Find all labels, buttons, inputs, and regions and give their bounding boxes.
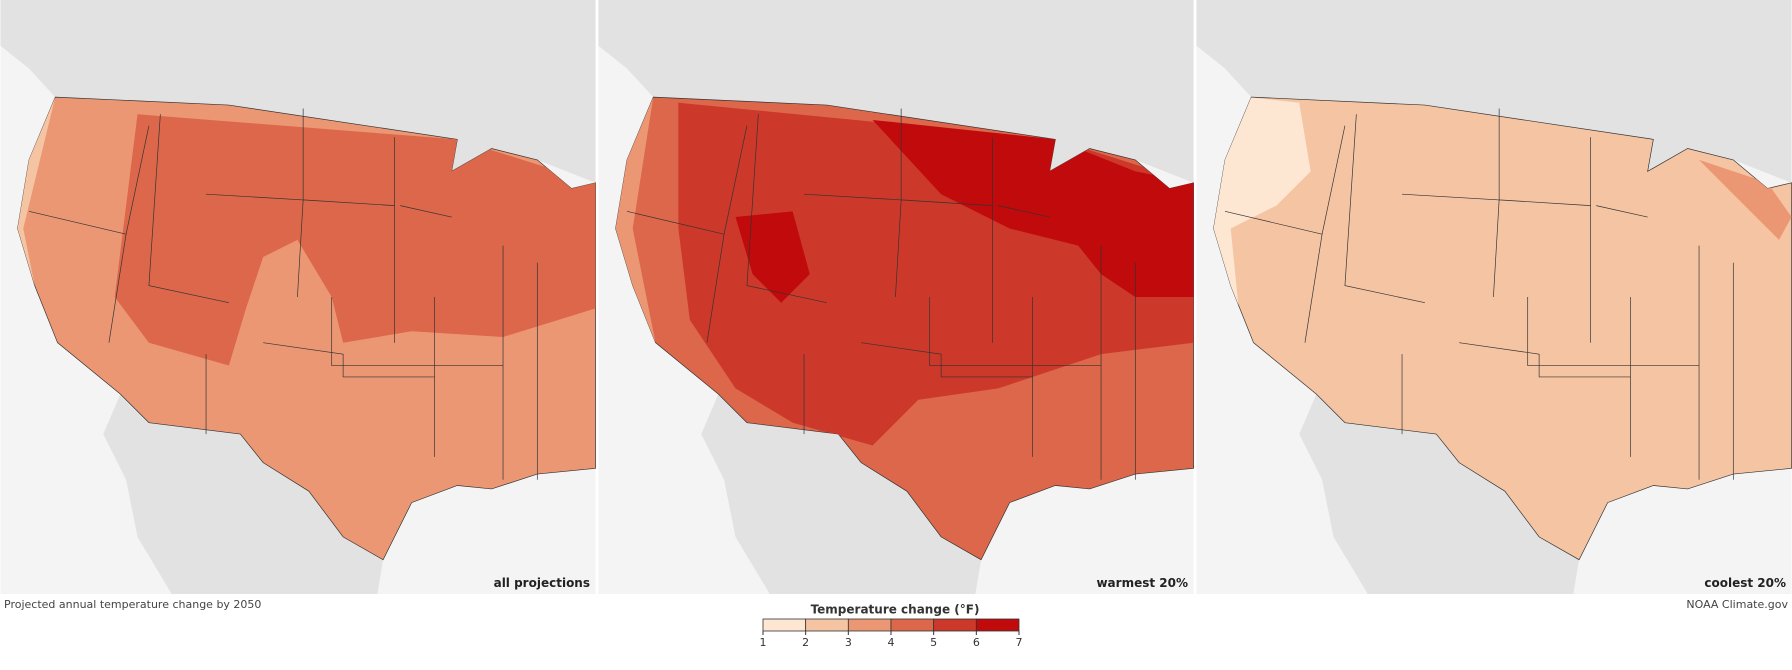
panel-label: coolest 20% <box>1704 576 1786 590</box>
caption: Projected annual temperature change by 2… <box>4 598 262 611</box>
legend-tick-label: 7 <box>1016 636 1023 649</box>
panel-label: warmest 20% <box>1096 576 1188 590</box>
legend-swatch <box>805 618 849 632</box>
legend: Temperature change (°F) 1 2 3 4 5 6 7 <box>760 603 1023 650</box>
legend-swatch <box>890 618 935 632</box>
legend-tick-label: 6 <box>973 636 980 649</box>
legend-title: Temperature change (°F) <box>811 603 980 617</box>
legend-tick-label: 5 <box>930 636 937 649</box>
legend-swatch <box>975 618 1020 632</box>
legend-swatch <box>933 618 977 632</box>
map-panel: warmest 20% <box>598 0 1195 594</box>
credit: NOAA Climate.gov <box>1686 598 1788 611</box>
legend-tick-label: 2 <box>802 636 809 649</box>
legend-swatch <box>762 618 807 632</box>
map-panel: coolest 20% <box>1196 0 1792 594</box>
map <box>1196 0 1792 594</box>
panel-label: all projections <box>493 576 590 590</box>
legend-tick-label: 1 <box>760 636 767 649</box>
map-panel: all projections <box>0 0 597 594</box>
map <box>598 0 1195 594</box>
map <box>0 0 597 594</box>
legend-tick-label: 4 <box>888 636 895 649</box>
legend-tick-label: 3 <box>845 636 852 649</box>
legend-swatch <box>847 618 892 632</box>
